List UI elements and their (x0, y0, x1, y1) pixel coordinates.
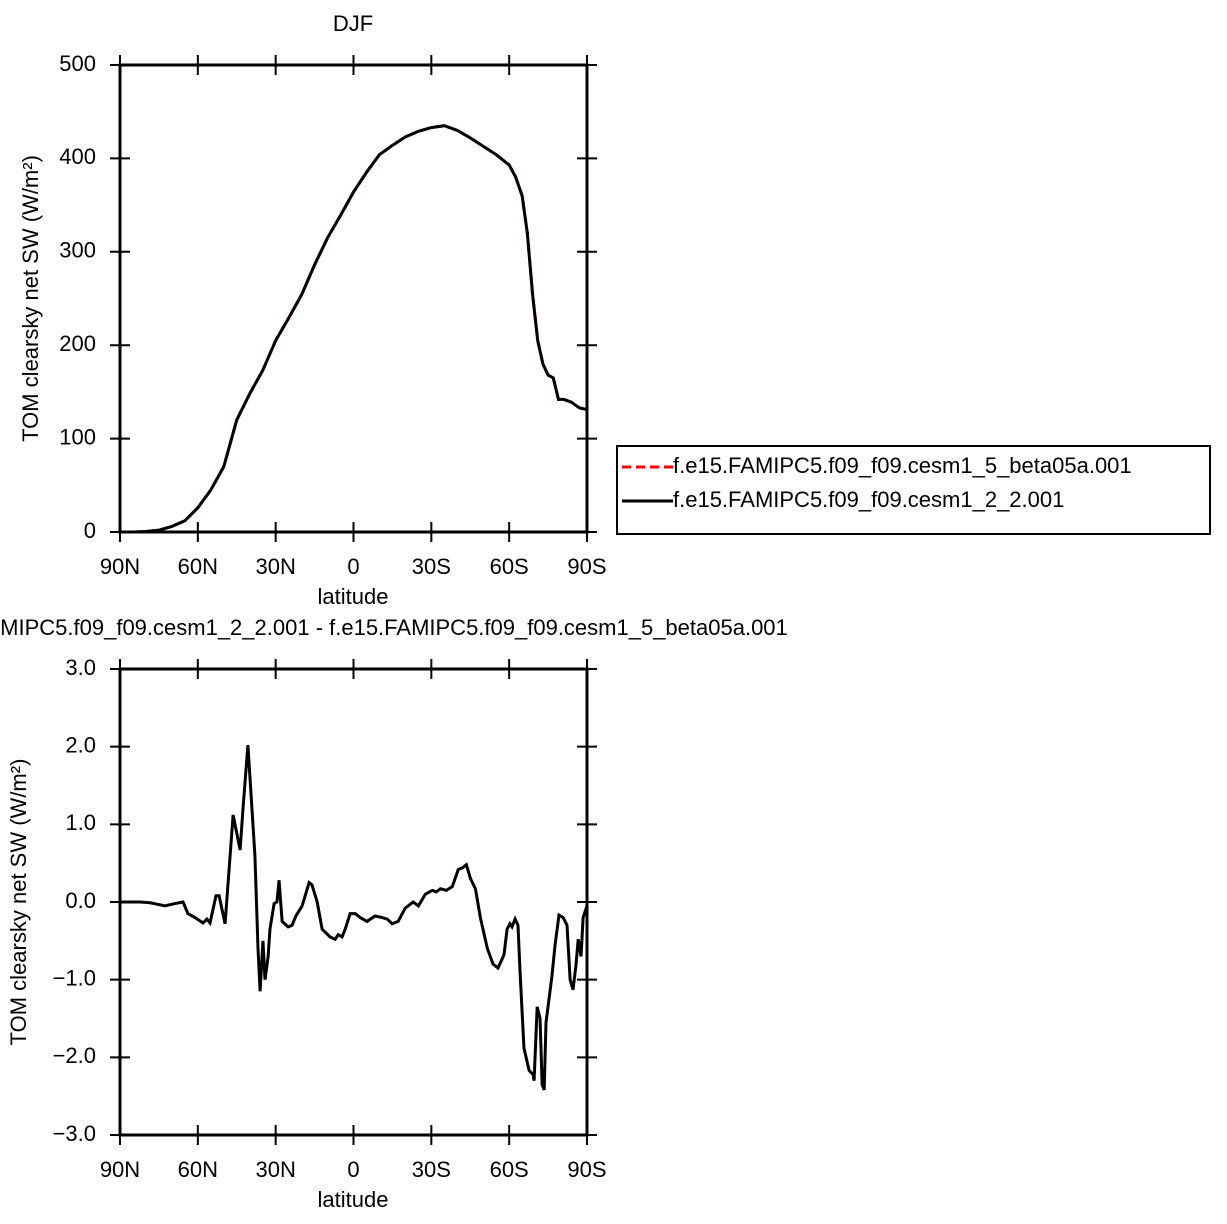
x-tick-label: 60N (178, 554, 218, 579)
plot-frame (118, 667, 589, 1137)
y-tick-label: 500 (59, 51, 96, 76)
data-line (120, 124, 588, 534)
x-tick-label: 60S (490, 1157, 529, 1182)
y-tick-label: 0.0 (65, 888, 96, 913)
y-tick-label: 100 (59, 424, 96, 449)
x-tick-label: 90S (567, 1157, 606, 1182)
y-tick-label: 300 (59, 238, 96, 263)
x-tick-label: 60N (178, 1157, 218, 1182)
x-tick-label: 30N (255, 554, 295, 579)
y-tick-label: −2.0 (53, 1043, 96, 1068)
x-tick-label: 90N (100, 1157, 140, 1182)
legend-label: f.e15.FAMIPC5.f09_f09.cesm1_5_beta05a.00… (673, 453, 1132, 478)
x-tick-label: 0 (347, 1157, 359, 1182)
y-axis-label: TOM clearsky net SW (W/m²) (6, 759, 31, 1046)
x-axis-label: latitude (318, 584, 389, 609)
x-tick-label: 30S (412, 554, 451, 579)
y-tick-label: 1.0 (65, 810, 96, 835)
y-tick-label: −1.0 (53, 965, 96, 990)
chart-title: DJF (333, 11, 373, 36)
x-tick-label: 30S (412, 1157, 451, 1182)
x-tick-label: 0 (347, 554, 359, 579)
x-axis-label: latitude (318, 1187, 389, 1212)
x-tick-label: 90N (100, 554, 140, 579)
y-tick-label: 0 (84, 518, 96, 543)
y-axis-label: TOM clearsky net SW (W/m²) (18, 155, 43, 442)
y-tick-label: 2.0 (65, 732, 96, 757)
chart-title: f.e15.FAMIPC5.f09_f09.cesm1_2_2.001 - f.… (0, 615, 788, 640)
y-tick-label: 3.0 (65, 655, 96, 680)
y-tick-label: 200 (59, 331, 96, 356)
plot-frame (118, 63, 589, 534)
data-line (120, 744, 589, 1091)
legend-box (616, 445, 1211, 535)
legend-label: f.e15.FAMIPC5.f09_f09.cesm1_2_2.001 (673, 487, 1064, 512)
x-tick-label: 60S (490, 554, 529, 579)
x-tick-label: 30N (255, 1157, 295, 1182)
data-line (120, 124, 588, 534)
x-tick-label: 90S (567, 554, 606, 579)
y-tick-label: 400 (59, 144, 96, 169)
y-tick-label: −3.0 (53, 1121, 96, 1146)
